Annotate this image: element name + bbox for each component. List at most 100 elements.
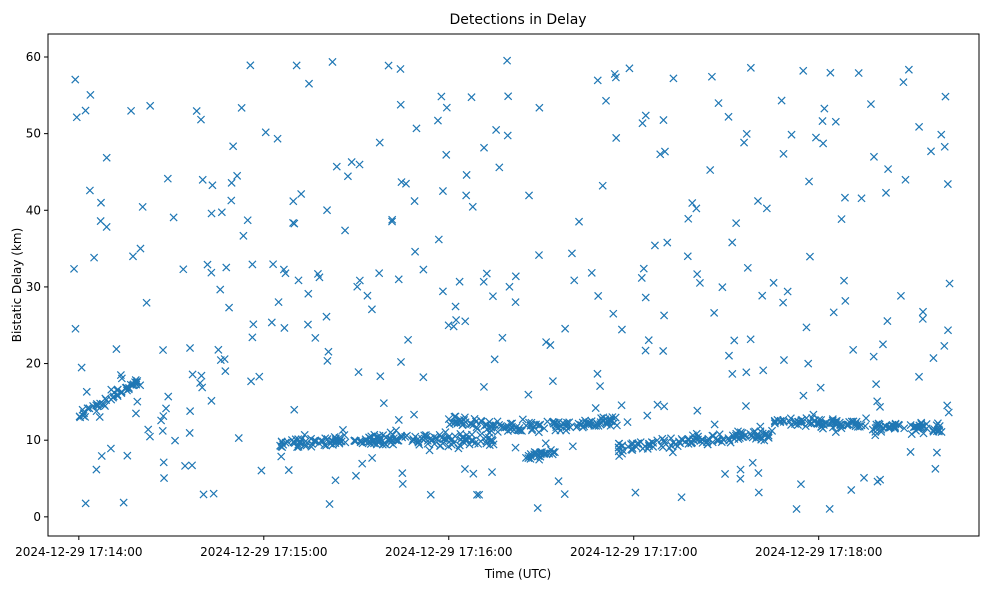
data-point: [709, 432, 718, 441]
data-point: [730, 434, 739, 443]
data-point: [943, 180, 952, 189]
data-point: [560, 490, 569, 499]
data-point: [164, 392, 173, 401]
data-point: [71, 75, 80, 84]
data-point: [779, 149, 788, 158]
data-point: [791, 417, 800, 426]
data-point: [514, 426, 523, 435]
data-point: [659, 116, 668, 125]
data-point: [222, 263, 231, 272]
data-point: [762, 204, 771, 213]
data-point: [217, 208, 226, 217]
data-point: [375, 269, 384, 278]
data-point: [355, 160, 364, 169]
y-tick-label: 30: [26, 280, 41, 294]
data-point: [926, 147, 936, 156]
data-point: [695, 278, 704, 287]
data-point: [454, 444, 463, 453]
data-point: [548, 377, 557, 386]
data-point: [829, 308, 838, 317]
data-point: [759, 366, 768, 375]
data-point: [323, 435, 332, 444]
data-point: [397, 178, 406, 187]
data-point: [631, 488, 640, 497]
data-point: [294, 276, 303, 285]
data-point: [831, 428, 840, 437]
data-point: [196, 115, 205, 124]
data-point: [354, 368, 363, 377]
data-point: [524, 390, 533, 399]
data-point: [666, 434, 675, 443]
data-point: [466, 419, 475, 428]
data-point: [398, 479, 407, 488]
data-point: [524, 191, 534, 200]
data-point: [415, 440, 424, 449]
data-point: [437, 92, 446, 101]
data-point: [615, 451, 624, 461]
data-point: [438, 439, 447, 448]
data-point: [818, 117, 827, 126]
data-point: [937, 130, 946, 139]
data-point: [483, 425, 492, 434]
data-point: [644, 336, 653, 345]
data-point: [389, 440, 398, 449]
data-point: [375, 138, 384, 147]
data-point: [493, 427, 502, 436]
data-point: [207, 209, 216, 218]
data-point: [504, 92, 513, 101]
data-point: [82, 387, 91, 396]
data-point: [304, 289, 313, 298]
data-point: [450, 412, 459, 421]
data-point: [804, 359, 813, 368]
data-point: [684, 214, 693, 223]
data-point: [546, 341, 555, 350]
data-point: [796, 480, 805, 489]
data-point: [179, 265, 188, 274]
data-point: [276, 441, 285, 450]
data-point: [214, 345, 223, 354]
data-point: [639, 264, 648, 273]
data-point: [617, 325, 626, 334]
data-point: [669, 74, 678, 83]
y-tick-label: 60: [26, 50, 41, 64]
data-point: [441, 428, 450, 437]
data-point: [825, 504, 834, 513]
data-point: [410, 197, 419, 206]
data-point: [932, 448, 941, 457]
data-point: [347, 158, 356, 167]
data-point: [715, 430, 724, 439]
data-point: [911, 426, 921, 435]
data-point: [625, 64, 634, 73]
data-point: [802, 414, 811, 423]
data-point: [653, 400, 662, 409]
data-point: [542, 338, 551, 347]
data-point: [199, 490, 208, 499]
data-point: [518, 415, 527, 424]
data-point: [754, 468, 763, 478]
data-point: [430, 439, 439, 448]
data-point: [207, 396, 216, 405]
y-axis: 0 10 20 30 40 50 60: [26, 50, 48, 524]
data-point: [764, 433, 773, 442]
data-point: [871, 431, 880, 440]
data-point: [811, 133, 820, 142]
data-point: [783, 287, 792, 296]
data-point: [290, 438, 299, 448]
data-point: [343, 172, 352, 181]
data-point: [434, 235, 443, 244]
data-point: [459, 419, 468, 428]
data-point: [246, 61, 255, 70]
data-point: [587, 268, 596, 277]
data-point: [736, 465, 745, 474]
data-point: [163, 174, 172, 183]
data-point: [133, 397, 142, 406]
data-point: [760, 436, 769, 445]
data-point: [449, 322, 458, 331]
data-point: [197, 371, 206, 380]
data-point: [866, 100, 875, 109]
data-point: [332, 162, 341, 171]
data-point: [748, 433, 757, 442]
data-point: [724, 112, 733, 121]
data-point: [879, 423, 888, 432]
data-point: [869, 352, 878, 361]
